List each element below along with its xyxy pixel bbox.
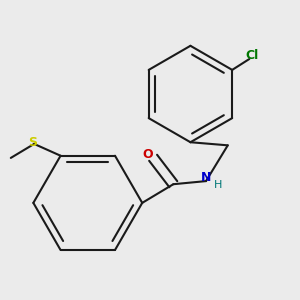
Text: Cl: Cl <box>246 49 259 62</box>
Text: N: N <box>201 172 211 184</box>
Text: O: O <box>142 148 153 160</box>
Text: S: S <box>28 136 37 149</box>
Text: H: H <box>214 180 222 190</box>
